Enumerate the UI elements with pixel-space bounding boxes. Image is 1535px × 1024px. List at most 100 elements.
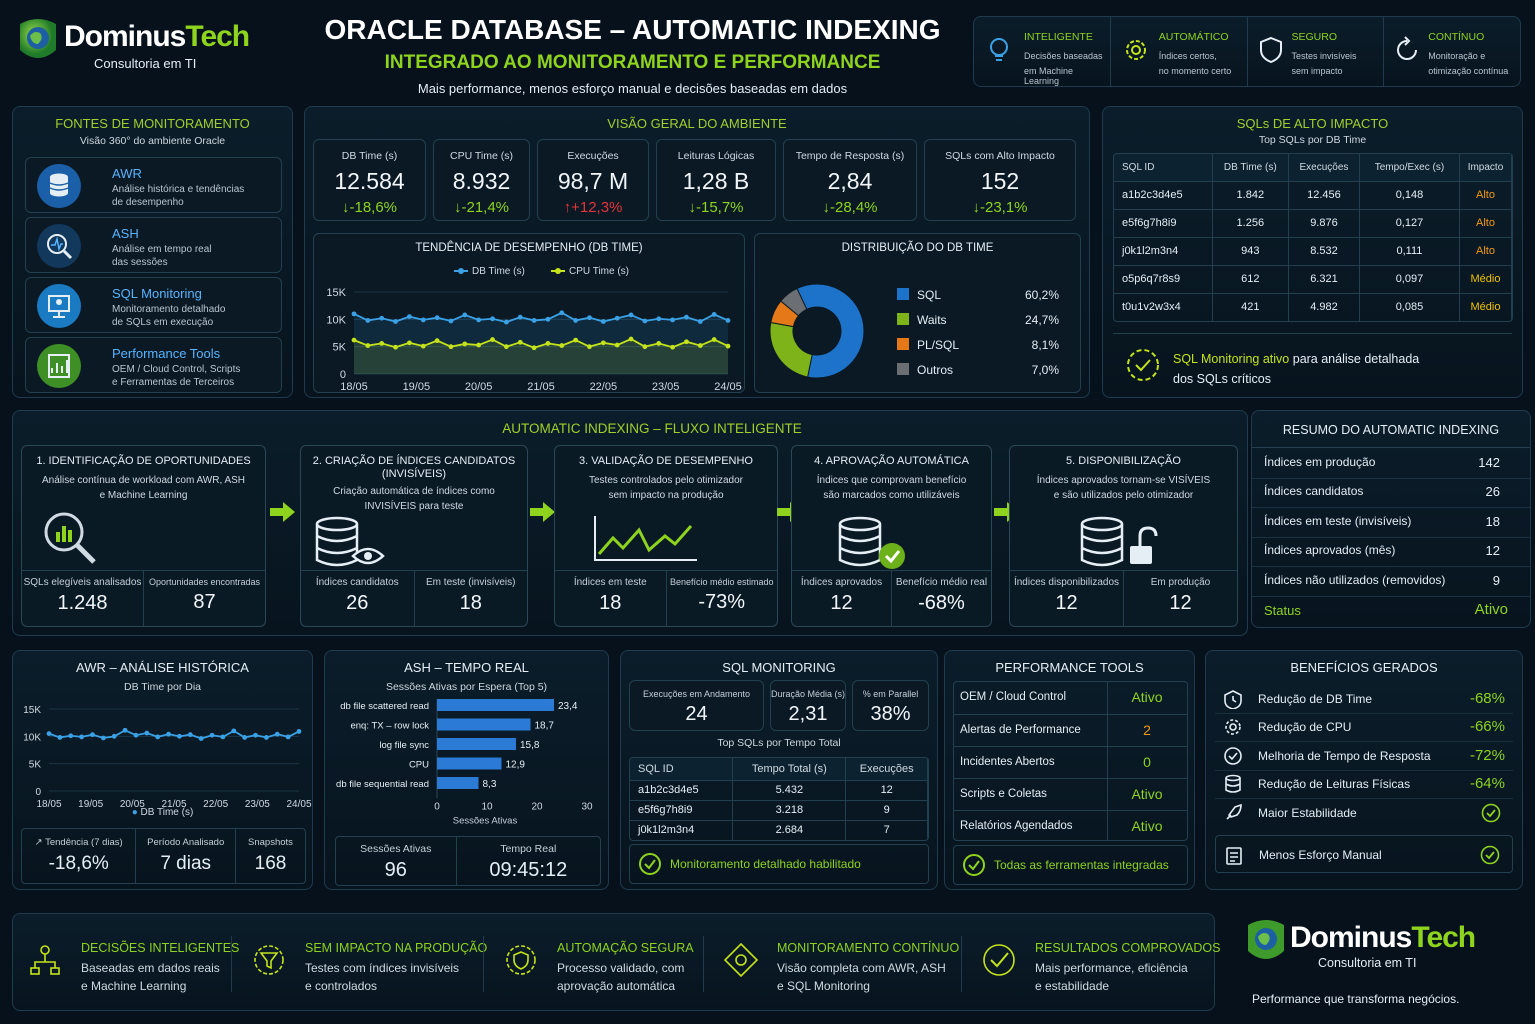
benefits-title: BENEFÍCIOS GERADOS — [1290, 660, 1438, 675]
legend-swatch — [897, 338, 909, 350]
data-point — [600, 340, 606, 346]
summary-value: 142 — [1478, 455, 1500, 470]
data-point — [642, 344, 648, 350]
awr-stat-label: Snapshots — [248, 837, 293, 848]
footer-item-line: Processo validado, com — [557, 961, 685, 975]
data-point — [434, 338, 440, 344]
table-row[interactable]: e5f6g7h8i9 1.256 9.876 0,127 Alto — [1114, 209, 1512, 237]
benefit-value: -64% — [1469, 775, 1505, 792]
category-label: log file sync — [379, 740, 429, 751]
benefit-row: Maior Estabilidade — [1215, 799, 1513, 827]
sqlmon-table: SQL ID Tempo Total (s) Execuções a1b2c3d4e5… — [630, 758, 928, 840]
perftool-value: Ativo — [1131, 689, 1163, 705]
x-tick-label: 23/05 — [652, 381, 680, 392]
ash-stat-label: Sessões Ativas — [360, 843, 432, 855]
source-item-awr[interactable]: AWR Análise histórica e tendências de de… — [25, 157, 282, 213]
table-row[interactable]: j0k1l2m3n4 2.684 7 — [630, 820, 928, 840]
source-item-sql-monitoring[interactable]: SQL Monitoring Monitoramento detalhado d… — [25, 277, 282, 333]
table-row[interactable]: a1b2c3d4e5 1.842 12.456 0,148 Alto — [1114, 181, 1512, 209]
data-point — [407, 340, 412, 346]
footer-item-line: e estabilidade — [1035, 979, 1110, 993]
footer-item-title: RESULTADOS COMPROVADOS — [1035, 941, 1221, 955]
flow-stat-label: Índices em teste — [573, 577, 647, 588]
data-point — [490, 316, 495, 322]
table-row[interactable]: e5f6g7h8i9 3.218 9 — [630, 800, 928, 820]
source-item-ash[interactable]: ASH Análise em tempo real das sessões — [25, 217, 282, 273]
table-row[interactable]: t0u1v2w3x4 421 4.982 0,085 Médio — [1114, 293, 1512, 321]
footer-item: SEM IMPACTO NA PRODUÇÃO Testes com índice… — [231, 914, 487, 1010]
table-row[interactable]: j0k1l2m3n4 943 8.532 0,111 Alto — [1114, 237, 1512, 265]
flow-stat-value: 1.248 — [57, 592, 108, 614]
check-circle-icon — [1480, 845, 1500, 865]
sqlmon-kpi: Duração Média (s) 2,31 — [770, 680, 846, 731]
kpi-card: Leituras Lógicas 1,28 B ↓-15,7% — [656, 139, 776, 221]
legend-marker-icon — [458, 268, 464, 274]
awr-panel: AWR – ANÁLISE HISTÓRICA DB Time por Dia … — [12, 650, 313, 890]
benefit-row: Redução de DB Time -68% — [1215, 685, 1513, 714]
feature-line: em Machine Learning — [1024, 66, 1074, 86]
legend-label: Outros — [917, 363, 953, 377]
column-header: Execuções — [845, 758, 928, 780]
ash-stat-value: 96 — [384, 859, 407, 881]
table-cell: 2.684 — [732, 820, 847, 840]
data-point — [545, 340, 551, 346]
table-cell: e5f6g7h8i9 — [1114, 209, 1213, 237]
data-point — [242, 735, 248, 740]
sqlmon-panel: SQL MONITORING Execuções em Andamento 24 D… — [620, 650, 938, 890]
perftool-label: Scripts e Coletas — [960, 788, 1047, 800]
data-point — [46, 731, 52, 736]
sqlmon-kpi: Execuções em Andamento 24 — [629, 680, 764, 731]
topsql-table: SQL ID DB Time (s) Execuções Tempo/Exec (s)… — [1114, 154, 1512, 321]
benefit-row: Redução de Leituras Físicas -64% — [1215, 770, 1513, 799]
data-point — [684, 314, 689, 320]
data-point — [711, 312, 717, 317]
legend-marker-icon: ● — [131, 807, 138, 818]
feature-line: Testes invisíveis — [1291, 51, 1357, 61]
brand-tagline: Consultoria em TI — [1318, 956, 1417, 970]
source-name: SQL Monitoring — [112, 286, 202, 301]
kpi-delta: ↓-23,1% — [972, 199, 1028, 216]
source-item-performance-tools[interactable]: Performance Tools OEM / Cloud Control, S… — [25, 337, 282, 393]
data-point — [407, 314, 412, 319]
x-tick-label: 20/05 — [465, 381, 493, 392]
table-row[interactable]: a1b2c3d4e5 5.432 12 — [630, 780, 928, 800]
summary-value: 12 — [1485, 543, 1500, 559]
table-row[interactable]: o5p6q7r8s9 612 6.321 0,097 Médio — [1114, 265, 1512, 293]
feature-title: AUTOMÁTICO — [1158, 31, 1229, 43]
sqlmon-footer-text: Monitoramento detalhado habilitado — [670, 857, 861, 871]
kpi-label: Tempo de Resposta (s) — [795, 150, 905, 162]
donut-chart-card: DISTRIBUIÇÃO DO DB TIME SQL 60,2% Waits 24,… — [754, 233, 1081, 393]
bar-value-label: 23,4 — [558, 701, 578, 712]
table-cell: 3.218 — [732, 800, 847, 820]
data-point — [725, 343, 731, 349]
perftool-row[interactable]: Alertas de Performance 2 — [954, 714, 1187, 746]
y-tick-label: 5K — [333, 342, 347, 354]
perftool-row[interactable]: Scripts e Coletas Ativo — [954, 778, 1187, 810]
perftool-row[interactable]: OEM / Cloud Control Ativo — [954, 682, 1187, 714]
clock-icon — [1224, 690, 1242, 709]
data-point — [656, 340, 662, 346]
footer-divider — [483, 936, 484, 992]
sqlmon-footer: Monitoramento detalhado habilitado — [629, 844, 929, 884]
series-area — [354, 339, 728, 374]
flow-step-2: 2. CRIAÇÃO DE ÍNDICES CANDIDATOS (INVISÍ… — [300, 445, 528, 627]
bar — [437, 699, 554, 711]
ash-stat: Sessões Ativas 96 — [336, 837, 456, 885]
legend-label: PL/SQL — [917, 338, 959, 352]
benefit-divider — [1215, 741, 1513, 742]
flow-step-title2: (INVISÍVEIS) — [381, 468, 447, 480]
brand-logo: DominusTech Consultoria em TI — [14, 14, 250, 74]
data-point — [296, 729, 302, 734]
awr-stat: Snapshots 168 — [234, 829, 305, 883]
awr-stat-label: ↗ Tendência (7 dias) — [22, 837, 135, 848]
flow-step-stats: SQLs elegíveis analisados 1.248 Oportunid… — [22, 570, 265, 626]
perftool-row[interactable]: Incidentes Abertos 0 — [954, 746, 1187, 778]
footer-item: MONITORAMENTO CONTÍNUO Visão completa com… — [703, 914, 959, 1010]
check-circle-icon — [1224, 747, 1242, 765]
footer-item-line: e Machine Learning — [81, 979, 187, 993]
flow-step-stats: Índices em teste 18 Benefício médio estim… — [555, 570, 777, 626]
footer-item: AUTOMAÇÃO SEGURA Processo validado, com ap… — [483, 914, 723, 1010]
ash-title: ASH – TEMPO REAL — [404, 660, 529, 675]
perftool-row[interactable]: Relatórios Agendados Ativo — [954, 810, 1187, 840]
table-cell: Alto — [1459, 181, 1512, 209]
